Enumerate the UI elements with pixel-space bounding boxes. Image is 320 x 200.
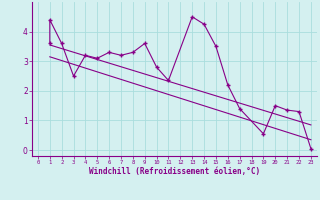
X-axis label: Windchill (Refroidissement éolien,°C): Windchill (Refroidissement éolien,°C) bbox=[89, 167, 260, 176]
